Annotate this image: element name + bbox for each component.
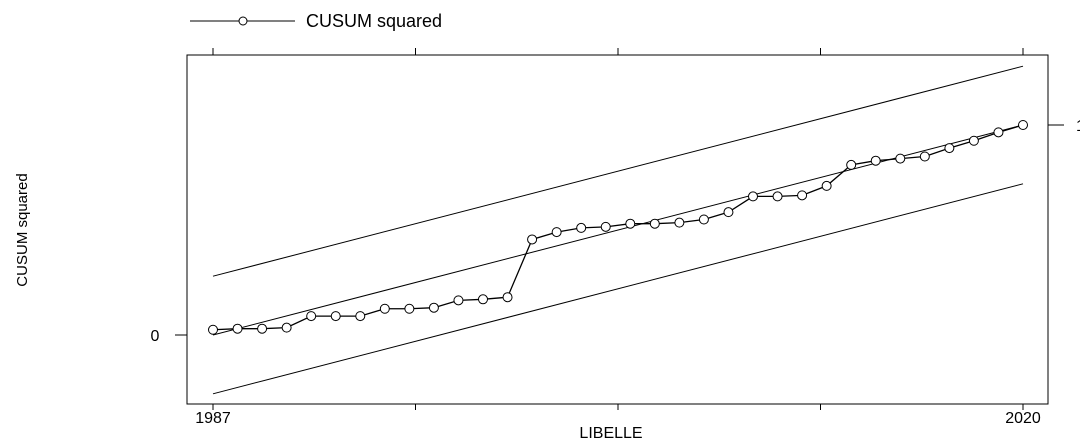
data-point	[749, 192, 758, 201]
data-point	[528, 235, 537, 244]
data-point	[699, 215, 708, 224]
data-point	[724, 208, 733, 217]
x-tick-label: 2020	[1005, 410, 1041, 427]
data-point	[871, 156, 880, 165]
data-point	[258, 324, 267, 333]
x-axis-title: LIBELLE	[579, 425, 642, 440]
data-point	[945, 144, 954, 153]
data-point	[1019, 121, 1028, 130]
data-point	[209, 325, 218, 334]
data-point	[233, 324, 242, 333]
data-point	[454, 296, 463, 305]
data-point	[822, 181, 831, 190]
data-point	[307, 312, 316, 321]
data-point	[577, 223, 586, 232]
legend-marker	[239, 17, 247, 25]
axes: 1987 2020 0 1	[151, 48, 1080, 427]
data-point	[896, 154, 905, 163]
data-point	[429, 303, 438, 312]
data-point	[626, 219, 635, 228]
y-tick-label-right: 1	[1076, 118, 1080, 135]
data-point	[650, 219, 659, 228]
data-point	[773, 192, 782, 201]
data-point	[994, 128, 1003, 137]
data-point	[503, 293, 512, 302]
data-point	[331, 312, 340, 321]
data-point	[798, 191, 807, 200]
y-axis-title: CUSUM squared	[14, 173, 31, 286]
data-point	[380, 304, 389, 313]
reference-line-lower-bound	[213, 184, 1023, 394]
data-point	[552, 228, 561, 237]
data-point	[356, 312, 365, 321]
x-tick-label: 1987	[195, 410, 231, 427]
data-point	[920, 152, 929, 161]
series-cusum-squared	[209, 121, 1028, 335]
data-point	[479, 295, 488, 304]
data-point	[601, 222, 610, 231]
reference-lines	[213, 66, 1023, 394]
data-point	[405, 304, 414, 313]
data-point	[969, 136, 978, 145]
y-tick-label-left: 0	[151, 328, 160, 345]
plot-frame	[187, 55, 1048, 404]
reference-line-upper-bound	[213, 66, 1023, 276]
data-point	[847, 160, 856, 169]
legend: CUSUM squared	[190, 11, 442, 31]
data-point	[675, 218, 684, 227]
data-point	[282, 323, 291, 332]
legend-label: CUSUM squared	[306, 11, 442, 31]
